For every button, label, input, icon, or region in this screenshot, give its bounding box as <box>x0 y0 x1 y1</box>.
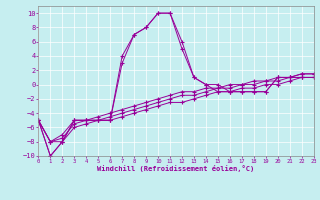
X-axis label: Windchill (Refroidissement éolien,°C): Windchill (Refroidissement éolien,°C) <box>97 165 255 172</box>
